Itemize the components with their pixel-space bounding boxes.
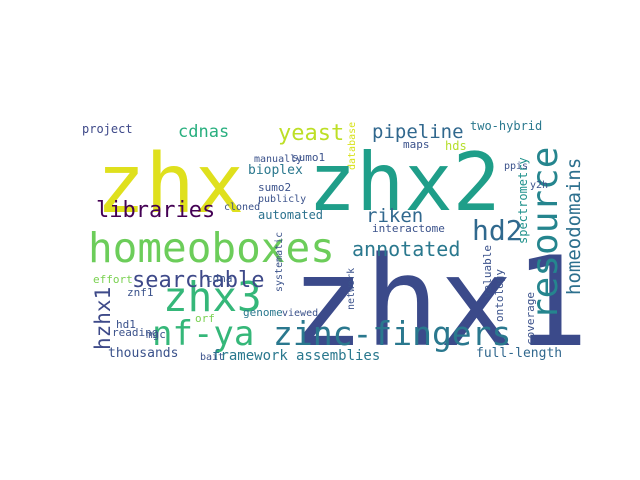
word-hd1: hd1 [116, 318, 136, 331]
word-zhx1: zhx1 [290, 231, 589, 375]
word-interactome: interactome [372, 222, 445, 235]
word-systematic: systematic [274, 232, 285, 292]
word-riken: riken [366, 205, 423, 227]
word-resource: resource [525, 147, 566, 320]
word-assemblies: assemblies [296, 348, 380, 364]
word-maps: maps [403, 138, 430, 151]
word-annotated: annotated [352, 237, 460, 261]
word-ppis: ppis [504, 161, 528, 172]
word-reading: reading [112, 326, 158, 339]
word-network: network [346, 268, 357, 310]
word-pipeline: pipeline [372, 121, 464, 143]
word-manually: manually [254, 154, 302, 165]
word-hds: hds [445, 139, 467, 153]
word-spectrometry: spectrometry [516, 157, 530, 244]
word-mgc: mgc [146, 328, 166, 341]
word-homeodomains: homeodomains [563, 158, 585, 295]
word-zhx: zhx [96, 137, 244, 232]
word-cloned: cloned [224, 202, 260, 213]
word-genome: genome [243, 306, 283, 319]
word-hzhx1: hzhx1 [91, 287, 115, 350]
word-valuable: valuable [481, 245, 494, 298]
word-publicly: publicly [258, 194, 306, 205]
word-full-length: full-length [476, 346, 562, 361]
word-orf: orf [195, 312, 215, 325]
word-coverage: coverage [524, 292, 537, 345]
word-znf1: znf1 [127, 286, 154, 299]
word-y2h: y2h [530, 180, 548, 191]
word-zhx3: zhx3 [163, 273, 262, 321]
word-two-hybrid: two-hybrid [470, 119, 542, 133]
word-cdna: cdna [206, 272, 233, 285]
word-thousands: thousands [108, 346, 178, 361]
word-ontology: ontology [493, 269, 506, 322]
word-cdnas: cdnas [178, 122, 229, 142]
word-zhx2: zhx2 [308, 136, 501, 229]
word-nf-ya: nf-ya [152, 314, 254, 354]
word-yeast: yeast [278, 121, 344, 146]
word-framework: framework [212, 348, 288, 364]
word-homeoboxes: homeoboxes [88, 224, 335, 272]
word-searchable-label: searchable [132, 268, 264, 293]
word-effort: effort [93, 273, 133, 286]
cloud-canvas [80, 119, 560, 360]
word-bioplex: bioplex [248, 163, 303, 178]
word-zinc-fingers: zinc-fingers [273, 314, 511, 353]
word-libraries: libraries [96, 198, 215, 223]
word-viewed: viewed [282, 308, 318, 319]
word-project: project [82, 122, 133, 136]
word-database: database [347, 122, 358, 170]
word-bait: bait [200, 352, 224, 363]
word-automated: automated [258, 208, 323, 222]
word-sumo1: sumo1 [292, 151, 325, 164]
word-sumo2: sumo2 [258, 181, 291, 194]
word-hd2: hd2 [472, 214, 523, 247]
